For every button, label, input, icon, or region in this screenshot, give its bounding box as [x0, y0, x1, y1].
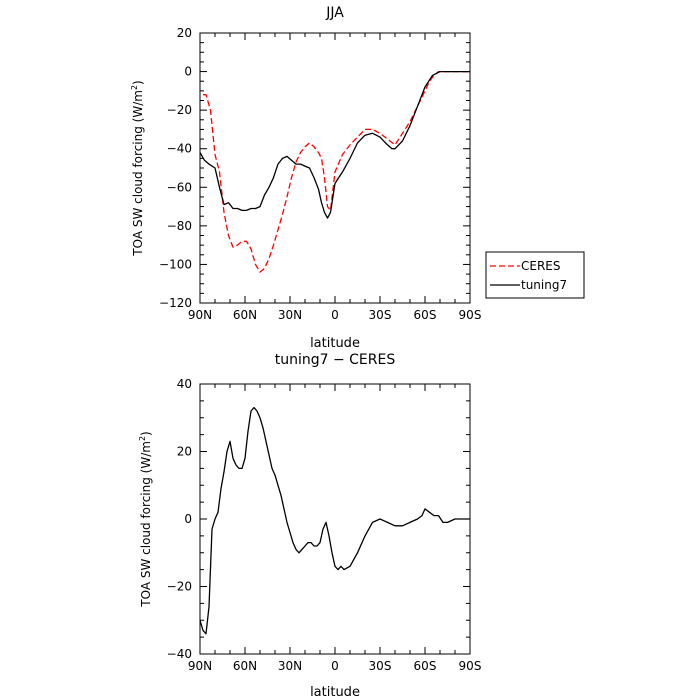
- legend-label-ceres: CERES: [521, 259, 561, 273]
- bottom-plot-frame: [199, 383, 471, 655]
- bottom-x-tick-label: 90S: [459, 659, 482, 673]
- top-plot-frame: [199, 32, 471, 304]
- bottom-y-tick-label: −20: [167, 580, 192, 594]
- top-y-tick-label: 20: [177, 26, 192, 40]
- bottom-y-tick-label: 0: [184, 512, 192, 526]
- bottom-y-tick-label: 20: [177, 445, 192, 459]
- top-y-tick-label: −40: [167, 142, 192, 156]
- top-x-tick-label: 0: [331, 308, 339, 322]
- top-y-axis-label-main: TOA SW cloud forcing (W/m: [131, 90, 145, 257]
- top-x-tick-label: 90S: [459, 308, 482, 322]
- top-x-tick-label: 60N: [233, 308, 257, 322]
- top-chart-title: JJA: [325, 5, 344, 21]
- bottom-y-tick-label: −40: [167, 647, 192, 661]
- top-y-tick-label: −120: [159, 296, 192, 310]
- bottom-x-tick-label: 30S: [369, 659, 392, 673]
- top-y-axis-label-sup: 2: [130, 85, 139, 90]
- top-x-tick-label: 60S: [414, 308, 437, 322]
- bottom-series-line-1: [199, 406, 470, 635]
- bottom-y-axis-label-close: ): [139, 431, 153, 436]
- top-y-axis-label-close: ): [131, 80, 145, 85]
- bottom-y-axis-label: TOA SW cloud forcing (W/m2): [138, 431, 153, 607]
- top-x-tick-label: 30S: [369, 308, 392, 322]
- bottom-y-axis-label-sup: 2: [138, 436, 147, 441]
- top-y-tick-label: −100: [159, 257, 192, 271]
- top-x-axis-label: latitude: [310, 336, 360, 351]
- top-y-tick-label: −80: [167, 219, 192, 233]
- bottom-axis-ticks: 90N 60N 30N 0 30S 60S 90S 40 20 0 −20 −40: [167, 377, 482, 673]
- bottom-x-tick-label: 30N: [278, 659, 302, 673]
- top-series-line-2: [199, 70, 470, 219]
- legend: CERES tuning7: [485, 251, 585, 299]
- top-y-tick-label: −60: [167, 180, 192, 194]
- bottom-x-tick-label: 60S: [414, 659, 437, 673]
- top-panel: JJA 90N 60N 30N 0 30S 60S 90S 20 0 −20 −40 −60 −80 −1…: [130, 5, 585, 351]
- bottom-x-tick-label: 90N: [188, 659, 212, 673]
- top-x-tick-label: 90N: [188, 308, 212, 322]
- top-y-tick-label: −20: [167, 103, 192, 117]
- bottom-panel: tuning7 − CERES 90N 60N 30N 0 30S 60S 90S 40 20 0…: [138, 352, 481, 700]
- top-series-line-1: [203, 70, 470, 273]
- legend-label-tuning7: tuning7: [521, 278, 567, 292]
- bottom-x-tick-label: 0: [331, 659, 339, 673]
- top-x-tick-label: 30N: [278, 308, 302, 322]
- bottom-x-tick-label: 60N: [233, 659, 257, 673]
- bottom-chart-title: tuning7 − CERES: [275, 352, 396, 368]
- bottom-y-axis-label-main: TOA SW cloud forcing (W/m: [139, 441, 153, 608]
- bottom-series-group: [199, 406, 470, 635]
- top-axis-ticks: 90N 60N 30N 0 30S 60S 90S 20 0 −20 −40 −60 −80 −100 −1…: [159, 26, 481, 322]
- bottom-x-axis-label: latitude: [310, 685, 360, 700]
- bottom-y-tick-label: 40: [177, 377, 192, 391]
- top-y-axis-label: TOA SW cloud forcing (W/m2): [130, 80, 145, 256]
- legend-box: [485, 251, 585, 299]
- top-series-group: [199, 70, 470, 273]
- top-y-tick-label: 0: [184, 65, 192, 79]
